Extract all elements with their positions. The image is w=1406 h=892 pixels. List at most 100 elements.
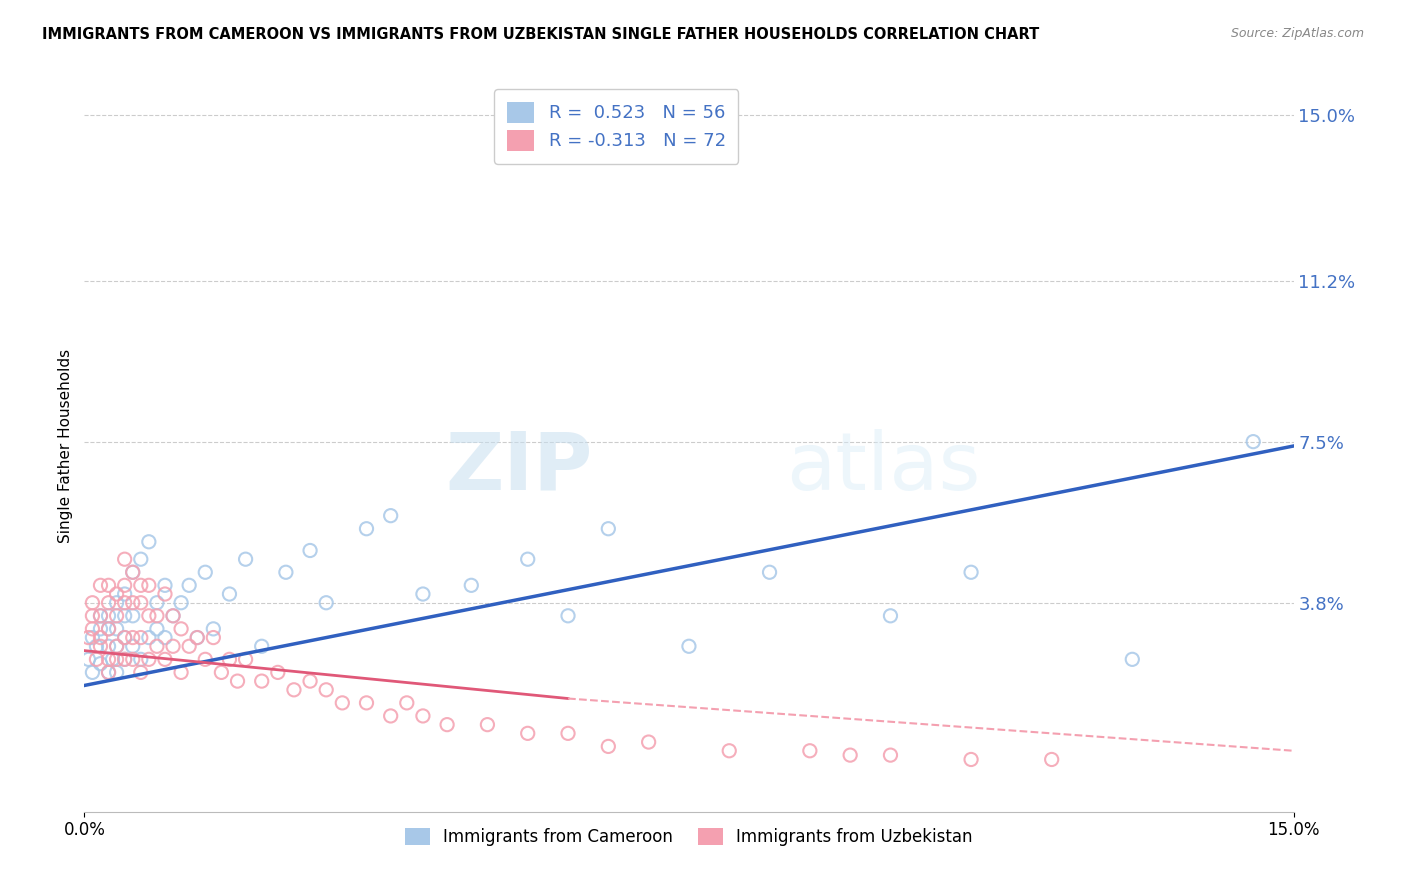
Point: [121, 631, 143, 645]
Point: [97, 622, 120, 636]
Point: [218, 652, 240, 666]
Point: [146, 596, 169, 610]
Point: [960, 752, 983, 766]
Point: [97, 608, 120, 623]
Point: [356, 696, 378, 710]
Point: [114, 631, 136, 645]
Point: [89, 578, 111, 592]
Point: [718, 744, 741, 758]
Point: [105, 665, 128, 680]
Point: [97, 652, 120, 666]
Point: [129, 596, 152, 610]
Point: [114, 608, 136, 623]
Point: [105, 622, 128, 636]
Point: [138, 652, 160, 666]
Point: [162, 608, 184, 623]
Point: [186, 631, 208, 645]
Point: [97, 665, 120, 680]
Point: [412, 709, 434, 723]
Point: [235, 652, 257, 666]
Point: [209, 665, 232, 680]
Point: [637, 735, 659, 749]
Point: [89, 640, 111, 654]
Point: [121, 652, 143, 666]
Point: [77, 631, 100, 645]
Point: [89, 622, 111, 636]
Point: [1121, 652, 1143, 666]
Point: [162, 608, 184, 623]
Point: [436, 717, 458, 731]
Point: [235, 552, 257, 566]
Point: [97, 596, 120, 610]
Point: [194, 566, 217, 580]
Point: [194, 652, 217, 666]
Text: Source: ZipAtlas.com: Source: ZipAtlas.com: [1230, 27, 1364, 40]
Point: [179, 640, 201, 654]
Point: [105, 640, 128, 654]
Point: [299, 674, 322, 689]
Point: [960, 566, 983, 580]
Point: [153, 587, 176, 601]
Point: [129, 665, 152, 680]
Point: [114, 631, 136, 645]
Point: [121, 640, 143, 654]
Point: [799, 744, 821, 758]
Point: [114, 596, 136, 610]
Point: [138, 608, 160, 623]
Point: [330, 696, 353, 710]
Point: [153, 652, 176, 666]
Point: [89, 608, 111, 623]
Point: [146, 608, 169, 623]
Point: [129, 652, 152, 666]
Point: [97, 622, 120, 636]
Point: [121, 596, 143, 610]
Point: [395, 696, 418, 710]
Point: [218, 587, 240, 601]
Point: [138, 631, 160, 645]
Point: [412, 587, 434, 601]
Point: [114, 587, 136, 601]
Point: [1040, 752, 1063, 766]
Point: [82, 622, 104, 636]
Point: [170, 665, 193, 680]
Point: [460, 578, 482, 592]
Point: [97, 578, 120, 592]
Point: [114, 652, 136, 666]
Point: [114, 552, 136, 566]
Point: [121, 608, 143, 623]
Point: [129, 578, 152, 592]
Point: [283, 682, 305, 697]
Point: [114, 652, 136, 666]
Point: [380, 508, 402, 523]
Point: [598, 739, 620, 754]
Point: [105, 652, 128, 666]
Point: [356, 522, 378, 536]
Point: [129, 631, 152, 645]
Point: [186, 631, 208, 645]
Point: [678, 640, 700, 654]
Point: [153, 578, 176, 592]
Point: [879, 608, 901, 623]
Point: [879, 748, 901, 763]
Point: [105, 596, 128, 610]
Point: [516, 726, 538, 740]
Point: [598, 522, 620, 536]
Point: [82, 631, 104, 645]
Point: [105, 640, 128, 654]
Point: [170, 596, 193, 610]
Point: [82, 665, 104, 680]
Text: ZIP: ZIP: [444, 429, 592, 507]
Point: [153, 631, 176, 645]
Point: [202, 622, 225, 636]
Point: [129, 552, 152, 566]
Point: [170, 622, 193, 636]
Point: [380, 709, 402, 723]
Point: [516, 552, 538, 566]
Point: [758, 566, 780, 580]
Point: [97, 665, 120, 680]
Point: [202, 631, 225, 645]
Point: [839, 748, 862, 763]
Point: [1241, 434, 1264, 449]
Point: [315, 682, 337, 697]
Point: [105, 608, 128, 623]
